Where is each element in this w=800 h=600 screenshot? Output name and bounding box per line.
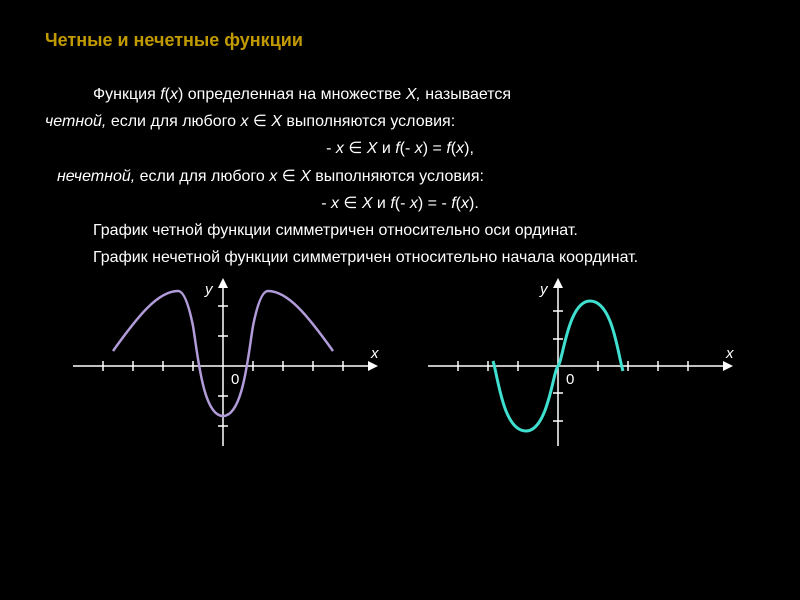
slide-title: Четные и нечетные функции xyxy=(45,30,755,51)
svg-text:0: 0 xyxy=(231,371,239,388)
svg-text:x: x xyxy=(370,345,379,362)
odd-formula: - x ∈ X и f(- x) = - f(x). xyxy=(45,190,755,217)
graphs-container: y x 0 y x 0 xyxy=(45,276,755,461)
definition-intro: Функция f(x) определенная на множестве X… xyxy=(45,81,755,108)
even-formula: - x ∈ X и f(- x) = f(x), xyxy=(45,135,755,162)
even-symmetry-note: График четной функции симметричен относи… xyxy=(45,217,755,244)
svg-text:y: y xyxy=(204,281,214,298)
odd-function-graph: y x 0 xyxy=(418,276,738,461)
odd-symmetry-note: График нечетной функции симметричен отно… xyxy=(45,244,755,271)
slide-body: Функция f(x) определенная на множестве X… xyxy=(45,81,755,271)
svg-text:0: 0 xyxy=(566,371,574,388)
odd-graph-svg: y x 0 xyxy=(418,276,738,456)
even-function-graph: y x 0 xyxy=(63,276,383,461)
svg-text:y: y xyxy=(539,281,549,298)
odd-condition-line: нечетной, если для любого x ∈ X выполняю… xyxy=(45,163,755,190)
even-condition-line: четной, если для любого x ∈ X выполняютс… xyxy=(45,108,755,135)
even-graph-svg: y x 0 xyxy=(63,276,383,456)
svg-text:x: x xyxy=(725,345,734,362)
